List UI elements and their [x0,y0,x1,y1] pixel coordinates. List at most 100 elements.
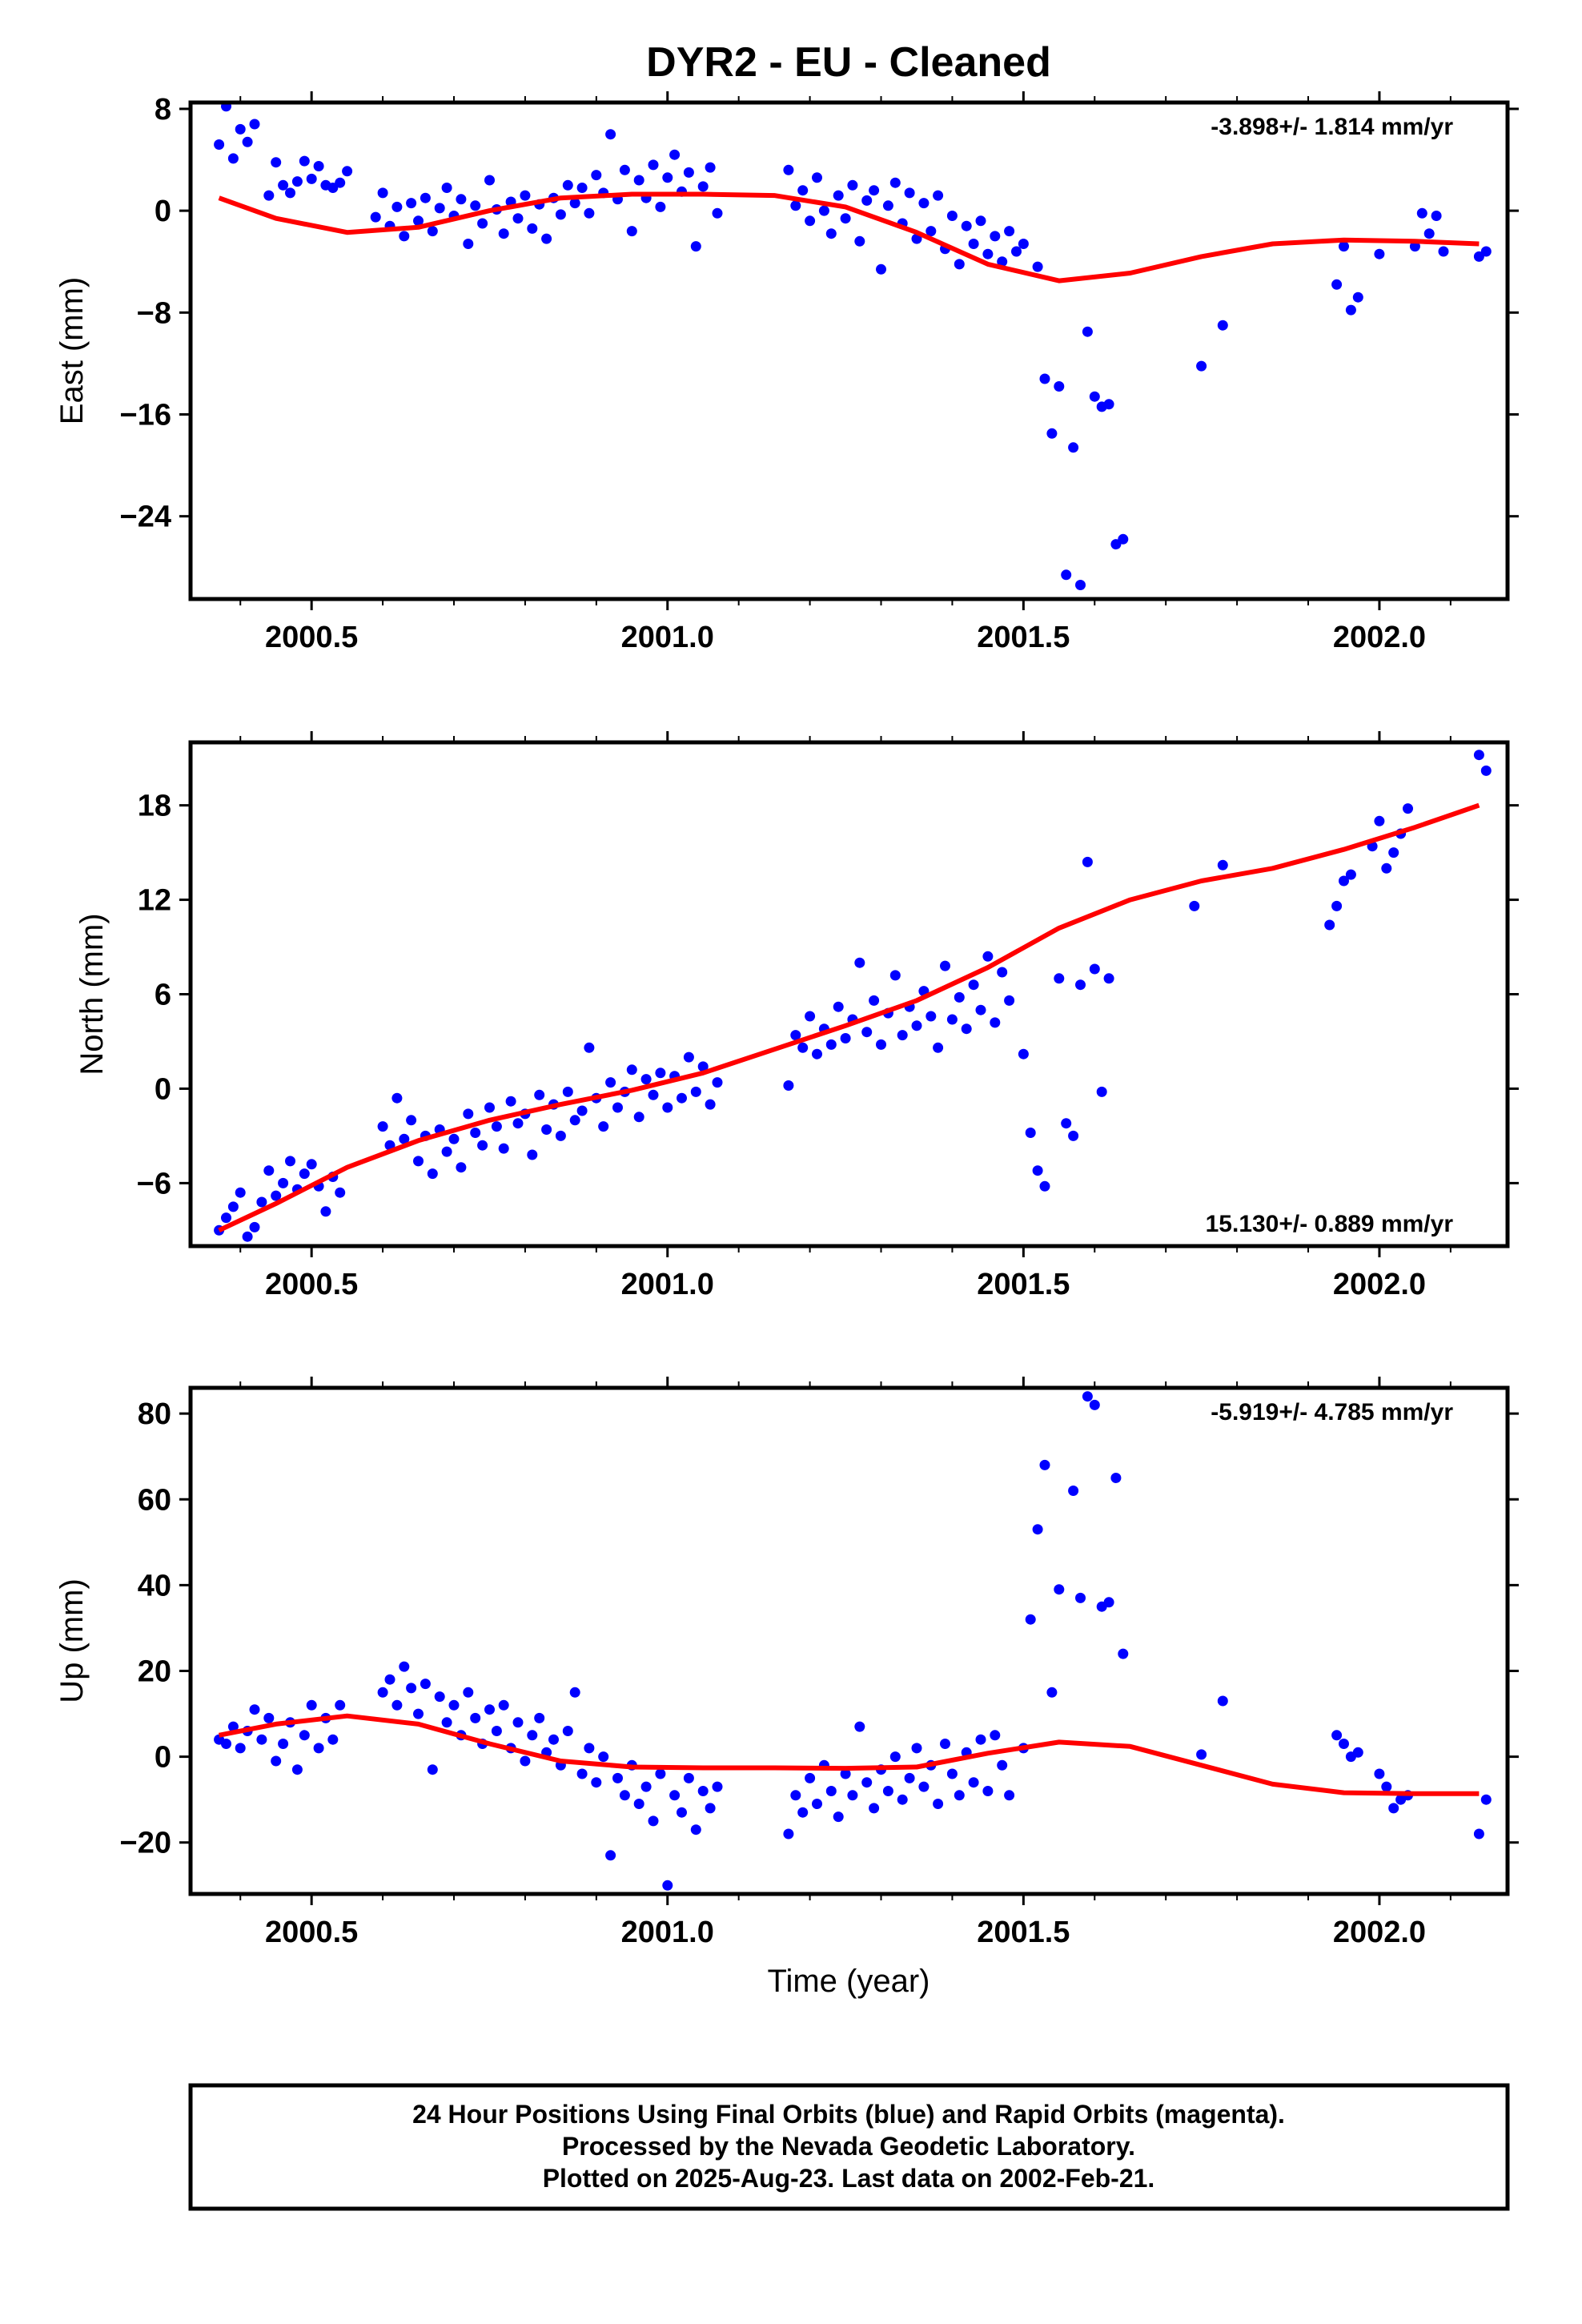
data-point [1068,1130,1079,1141]
data-point [1374,248,1385,259]
data-point [598,1121,609,1132]
data-point [562,179,573,191]
data-point [285,1156,295,1167]
data-point [555,209,566,220]
data-point [441,183,452,193]
footer-line-1: 24 Hour Positions Using Final Orbits (bl… [412,2100,1285,2129]
data-point [527,1149,538,1160]
data-point [633,1799,644,1809]
data-point [1217,320,1228,331]
data-point [1103,1597,1114,1608]
data-point [1339,241,1349,252]
data-point [1331,279,1343,290]
data-point [313,1743,324,1754]
data-point [534,1712,545,1723]
data-point [1061,1118,1072,1129]
data-point [961,1023,972,1035]
data-point [370,211,381,223]
data-point [1082,1391,1093,1402]
data-point [840,213,851,224]
data-point [1339,1739,1349,1749]
data-point [669,1790,681,1801]
data-point [954,1790,965,1801]
y-tick-label: −24 [120,501,171,534]
data-point [911,1743,922,1754]
data-point [783,1080,794,1091]
data-point [869,185,880,196]
data-point [306,1159,317,1170]
data-point [391,1699,403,1711]
data-point [562,1086,573,1097]
data-point [470,200,481,211]
data-point [940,1739,950,1749]
data-point [805,1772,816,1783]
data-point [491,1726,502,1736]
data-point [861,1777,873,1788]
data-point [926,1011,937,1022]
data-point [1046,1687,1058,1698]
y-tick-label: 12 [138,884,171,918]
data-point [805,215,816,227]
data-point [434,203,445,214]
data-point [790,1790,801,1801]
data-point [854,235,865,247]
y-tick-label: −6 [137,1167,171,1200]
data-point [576,183,588,193]
data-point [291,176,303,187]
data-point [256,1196,267,1208]
y-tick-label: 60 [138,1483,171,1517]
data-point [847,1790,858,1801]
data-point [1004,226,1015,237]
data-point [271,157,282,168]
data-point [448,1133,460,1144]
data-point [619,1790,630,1801]
data-point [1089,391,1100,402]
data-point [1110,1473,1122,1483]
model-curve [219,1713,1480,1796]
data-point [968,1777,979,1788]
data-point [221,1739,231,1749]
data-point [825,1786,837,1796]
data-point [683,1772,694,1783]
data-point [1438,246,1449,257]
data-point [1118,1648,1129,1659]
data-point [825,1039,837,1050]
data-point [1082,326,1093,337]
data-point [854,957,865,968]
data-point [413,215,424,227]
footer-line-2: Processed by the Nevada Geodetic Laborat… [562,2132,1135,2161]
data-point [591,170,602,181]
y-axis-title: Up (mm) [54,1578,90,1703]
y-tick-label: 6 [155,979,171,1012]
data-point [876,1039,886,1050]
data-point [982,1786,994,1796]
plot-frame [188,740,1510,1248]
data-point [933,190,944,201]
data-point [498,228,509,239]
data-point [391,1092,403,1104]
data-point [406,1683,417,1694]
data-point [876,263,886,275]
data-point [897,1030,908,1041]
data-point [1381,862,1392,874]
data-point [377,1687,388,1698]
data-point [227,153,239,164]
data-point [227,1201,239,1212]
data-point [1025,1128,1036,1138]
data-point [783,164,794,175]
data-point [1196,1749,1207,1760]
rate-label: -3.898+/- 1.814 mm/yr [1211,114,1453,140]
east-panel: 2000.5 2001.0 2001.5 2002.0 8 0 −8 −16 −24 East (… [54,91,1519,654]
data-point [1054,1584,1065,1595]
data-point [285,187,295,199]
data-point [926,226,937,237]
data-point [470,1128,481,1138]
data-point [1196,360,1207,372]
x-tick-label: 2002.0 [1333,1916,1426,1949]
data-point [235,1187,246,1198]
data-point [456,194,467,205]
data-point [997,1759,1008,1771]
data-point [833,190,844,201]
data-point [278,1177,289,1188]
data-point [1352,292,1363,303]
